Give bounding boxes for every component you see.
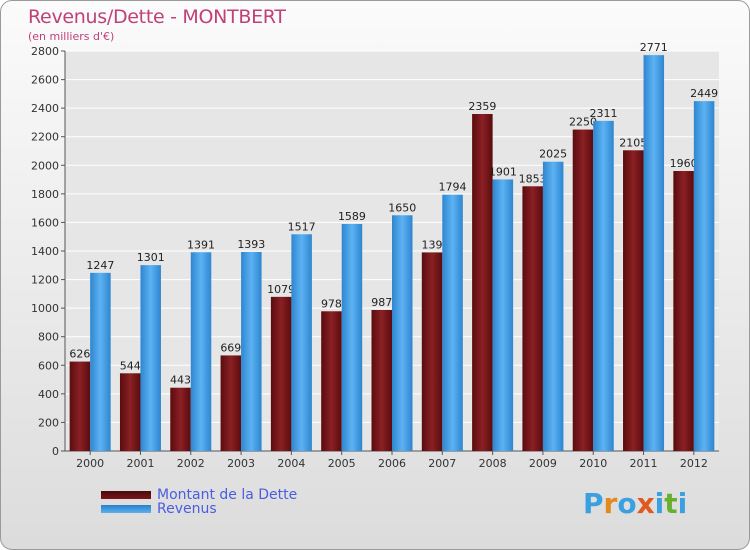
bar-revenue <box>241 252 262 451</box>
bar-revenue <box>542 161 564 451</box>
y-tick-label: 1000 <box>31 302 59 315</box>
bar-debt <box>522 186 543 452</box>
data-label-revenue: 2025 <box>539 148 567 161</box>
logo-letter: t <box>664 487 678 520</box>
data-label-debt: 669 <box>220 341 241 354</box>
data-label-revenue: 1391 <box>187 238 215 251</box>
x-tick-label: 2003 <box>227 457 255 470</box>
data-label-debt: 987 <box>371 296 392 309</box>
bar-debt <box>170 387 191 451</box>
bar-revenue <box>140 265 161 451</box>
y-tick-label: 400 <box>38 388 59 401</box>
data-label-revenue: 1901 <box>489 165 517 178</box>
data-label-debt: 443 <box>170 374 191 387</box>
data-label-revenue: 1301 <box>137 251 165 264</box>
bar-debt <box>220 355 242 451</box>
proxiti-logo: Proxiti <box>583 487 687 520</box>
bar-revenue <box>291 234 312 451</box>
data-label-debt: 1853 <box>519 172 547 185</box>
y-tick-label: 0 <box>52 445 59 458</box>
y-tick-label: 2200 <box>31 131 59 144</box>
y-tick-label: 200 <box>38 416 59 429</box>
data-label-debt: 139 <box>422 238 443 251</box>
bar-debt <box>270 296 292 451</box>
bar-debt <box>119 373 141 451</box>
data-label-debt: 978 <box>321 297 342 310</box>
x-tick-label: 2004 <box>277 457 305 470</box>
bar-debt <box>421 252 443 451</box>
data-label-revenue: 1247 <box>86 259 114 272</box>
bar-debt <box>371 310 392 451</box>
y-tick-label: 1400 <box>31 245 59 258</box>
y-tick-label: 2000 <box>31 159 59 172</box>
legend-swatch-revenue <box>101 505 151 513</box>
bar-debt <box>572 129 594 452</box>
chart-title: Revenus/Dette - MONTBERT <box>28 6 286 28</box>
logo-letter: x <box>636 487 655 520</box>
data-label-debt: 1079 <box>267 283 295 296</box>
y-tick-label: 1800 <box>31 188 59 201</box>
y-tick-label: 800 <box>38 331 59 344</box>
x-tick-label: 2009 <box>529 457 557 470</box>
data-label-revenue: 1589 <box>338 210 366 223</box>
data-label-revenue: 1794 <box>439 181 467 194</box>
y-tick-label: 1200 <box>31 274 59 287</box>
x-tick-label: 2006 <box>378 457 406 470</box>
bar-revenue <box>693 101 715 452</box>
legend-swatch-debt <box>101 491 151 499</box>
x-tick-label: 2002 <box>177 457 205 470</box>
bar-revenue <box>643 55 665 452</box>
data-label-debt: 626 <box>69 348 90 361</box>
data-label-debt: 2359 <box>468 100 496 113</box>
data-label-revenue: 2449 <box>690 87 718 100</box>
data-label-revenue: 1393 <box>237 238 265 251</box>
y-tick-label: 2400 <box>31 102 59 115</box>
bar-revenue <box>341 224 363 451</box>
data-label-debt: 544 <box>120 359 141 372</box>
logo-letter: i <box>654 487 665 520</box>
logo-letter: o <box>617 487 637 520</box>
bar-debt <box>321 311 342 451</box>
y-tick-label: 1600 <box>31 216 59 229</box>
legend-label-debt: Montant de la Dette <box>157 487 298 503</box>
x-tick-label: 2012 <box>680 457 708 470</box>
bar-revenue <box>593 120 614 451</box>
bar-revenue <box>492 179 514 451</box>
x-tick-label: 2007 <box>428 457 456 470</box>
bar-debt <box>623 150 644 452</box>
y-tick-label: 600 <box>38 359 59 372</box>
bar-revenue <box>90 272 111 451</box>
data-label-debt: 2105 <box>619 136 647 149</box>
x-tick-label: 2005 <box>328 457 356 470</box>
legend-label-revenue: Revenus <box>157 501 217 517</box>
bar-revenue <box>442 194 463 451</box>
x-tick-label: 2011 <box>630 457 658 470</box>
data-label-revenue: 1650 <box>388 201 416 214</box>
data-label-revenue: 1517 <box>288 220 316 233</box>
chart-subtitle: (en milliers d'€) <box>28 30 115 43</box>
logo-letter: r <box>603 487 618 520</box>
bar-debt <box>472 114 493 451</box>
data-label-revenue: 2311 <box>589 107 617 120</box>
bar-debt <box>673 171 694 451</box>
x-tick-label: 2008 <box>479 457 507 470</box>
bar-revenue <box>190 252 212 451</box>
logo-letter: P <box>583 487 604 520</box>
y-tick-label: 2800 <box>31 45 59 58</box>
logo-letter: i <box>677 487 688 520</box>
bar-revenue <box>392 215 413 451</box>
x-tick-label: 2001 <box>126 457 154 470</box>
x-tick-label: 2010 <box>579 457 607 470</box>
y-tick-label: 2600 <box>31 74 59 87</box>
x-tick-label: 2000 <box>76 457 104 470</box>
data-label-revenue: 2771 <box>640 41 668 54</box>
bar-debt <box>69 361 91 451</box>
data-label-debt: 1960 <box>670 157 698 170</box>
data-label-debt: 2250 <box>569 116 597 129</box>
